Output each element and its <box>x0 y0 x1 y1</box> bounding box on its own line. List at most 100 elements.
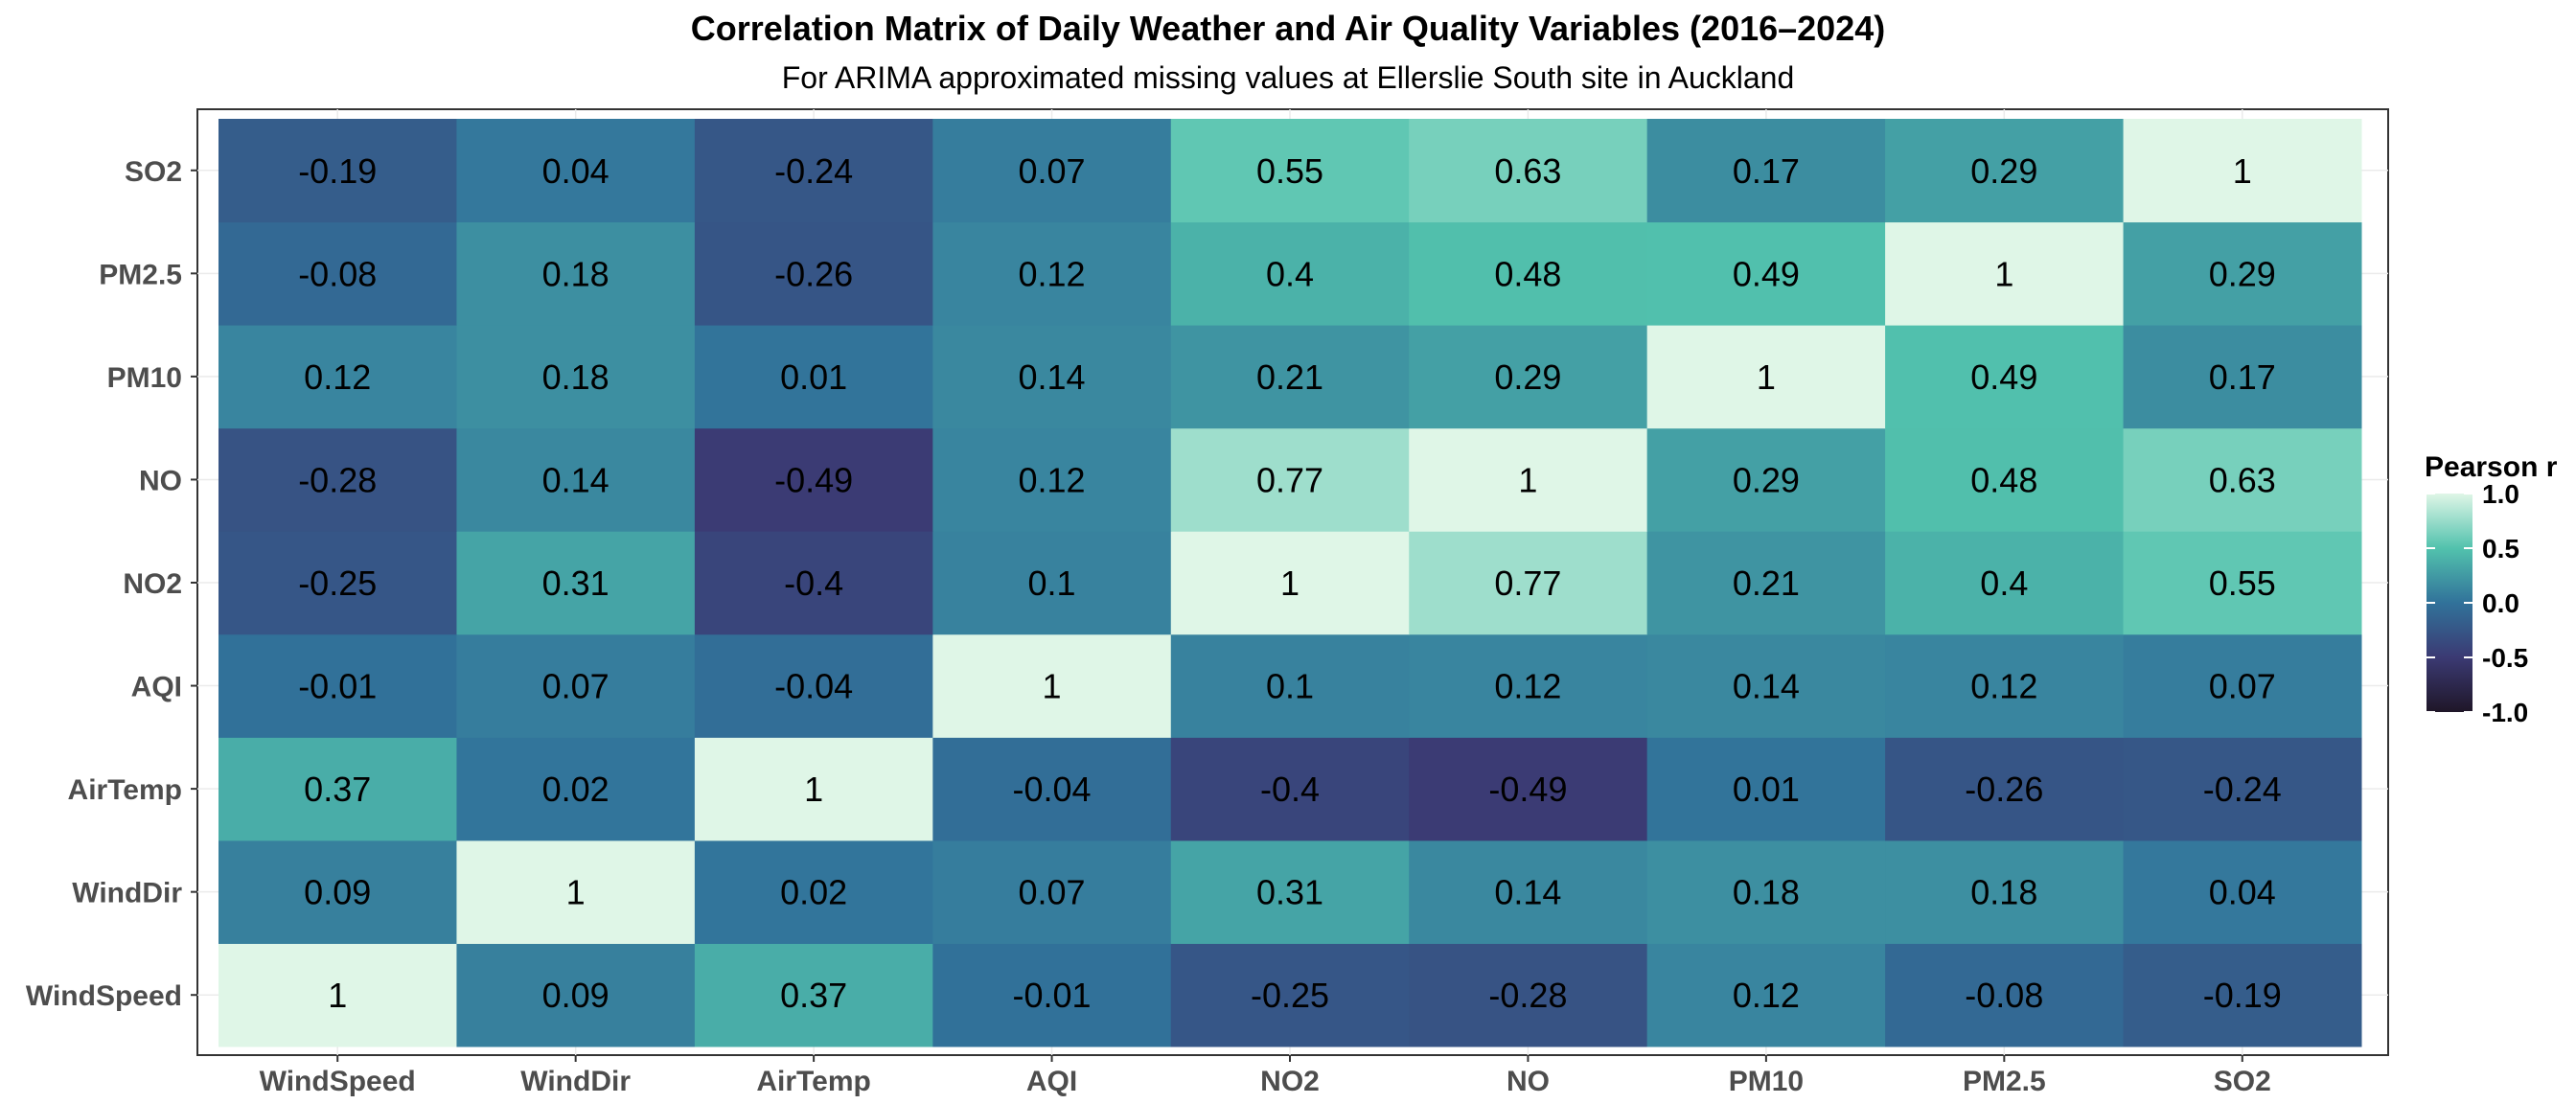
cell-value-label: 0.18 <box>1970 873 2037 912</box>
legend-ticks: 1.0 0.5 0.0 -0.5 -1.0 <box>2426 479 2528 727</box>
cell-value-label: 0.07 <box>1019 873 1086 912</box>
heatmap-cell <box>1646 119 1886 223</box>
cell-value-label: -0.04 <box>774 667 853 706</box>
heatmap-cell <box>694 943 933 1047</box>
cell-value-label: -0.25 <box>298 564 377 603</box>
cell-value-label: -0.26 <box>774 254 853 293</box>
heatmap-cell <box>694 325 933 429</box>
heatmap-cell <box>2123 325 2362 429</box>
heatmap-cell <box>218 633 457 738</box>
heatmap-cell <box>456 840 696 944</box>
heatmap-cell <box>932 633 1172 738</box>
cell-value-label: 0.1 <box>1266 667 1314 706</box>
heatmap-cell <box>932 943 1172 1047</box>
heatmap-cell <box>456 531 696 635</box>
cell-value-label: -0.25 <box>1251 976 1329 1015</box>
cell-value-label: -0.28 <box>1488 976 1567 1015</box>
cell-value-label: 0.02 <box>780 873 847 912</box>
heatmap-cell <box>1646 633 1886 738</box>
heatmap-cell <box>1170 737 1410 841</box>
heatmap-cell <box>456 221 696 326</box>
cell-value-label: 1 <box>1518 460 1537 499</box>
cell-value-label: 0.01 <box>780 357 847 397</box>
cell-value-label: 0.18 <box>542 254 610 293</box>
x-tick-label: PM10 <box>1729 1066 1804 1097</box>
x-axis: WindSpeed WindDir AirTemp AQI NO2 NO PM10 PM2.5… <box>260 1055 2271 1097</box>
cell-value-label: 0.07 <box>1019 151 1086 191</box>
cell-value-label: -0.4 <box>1260 770 1320 809</box>
cell-value-label: 0.14 <box>1733 667 1800 706</box>
cell-value-label: 0.48 <box>1494 254 1561 293</box>
cell-value-label: -0.01 <box>1013 976 1092 1015</box>
cell-value-label: 1 <box>1994 254 2013 293</box>
chart-subtitle: For ARIMA approximated missing values at… <box>782 60 1795 95</box>
y-tick-label: SO2 <box>125 156 182 188</box>
legend-tick-label: 1.0 <box>2482 479 2519 509</box>
heatmap-cells <box>218 119 2362 1047</box>
heatmap-cell <box>1409 840 1648 944</box>
heatmap-cell <box>2123 531 2362 635</box>
cell-value-label: 0.17 <box>2209 357 2276 397</box>
cell-value-label: 0.04 <box>2209 873 2276 912</box>
cell-value-label: 1 <box>328 976 347 1015</box>
heatmap-cell <box>1170 943 1410 1047</box>
heatmap-cell <box>456 325 696 429</box>
heatmap-cell <box>1885 840 2125 944</box>
x-tick-label: WindSpeed <box>260 1066 416 1097</box>
color-legend: Pearson r 1.0 0.5 0.0 -0.5 -1.0 <box>2425 451 2558 727</box>
cell-value-label: 1 <box>1043 667 1062 706</box>
heatmap-cell <box>218 325 457 429</box>
cell-value-label: 1 <box>804 770 823 809</box>
chart-title: Correlation Matrix of Daily Weather and … <box>691 9 1885 48</box>
heatmap-cell <box>1646 737 1886 841</box>
heatmap-cell <box>1646 221 1886 326</box>
heatmap-cell <box>932 840 1172 944</box>
heatmap-cell <box>1170 325 1410 429</box>
cell-value-label: 0.29 <box>2209 254 2276 293</box>
heatmap-cell <box>2123 427 2362 532</box>
y-tick-label: AQI <box>131 672 182 703</box>
cell-value-label: 0.31 <box>542 564 610 603</box>
cell-value-label: 0.49 <box>1733 254 1800 293</box>
cell-value-label: -0.49 <box>1488 770 1567 809</box>
cell-value-label: 0.48 <box>1970 460 2037 499</box>
heatmap-cell <box>694 427 933 532</box>
cell-labels: 1 0.09 0.37 -0.01 -0.25 -0.28 0.12 -0.08 -0.19 0.… <box>298 151 2282 1015</box>
cell-value-label: 0.07 <box>2209 667 2276 706</box>
heatmap-cell <box>1409 633 1648 738</box>
cell-value-label: 0.37 <box>304 770 371 809</box>
legend-tick-label: -1.0 <box>2482 698 2528 727</box>
cell-value-label: 0.12 <box>1494 667 1561 706</box>
cell-value-label: -0.28 <box>298 460 377 499</box>
cell-value-label: 0.12 <box>1733 976 1800 1015</box>
cell-value-label: 0.14 <box>1494 873 1561 912</box>
heatmap-cell <box>218 119 457 223</box>
x-tick-label: WindDir <box>520 1066 631 1097</box>
heatmap-cell <box>1646 840 1886 944</box>
cell-value-label: -0.26 <box>1965 770 2043 809</box>
y-tick-label: PM10 <box>107 362 182 394</box>
cell-value-label: 0.77 <box>1494 564 1561 603</box>
cell-value-label: -0.19 <box>298 151 377 191</box>
heatmap-cell <box>1170 633 1410 738</box>
y-tick-label: WindSpeed <box>26 980 182 1012</box>
heatmap-cell <box>1646 427 1886 532</box>
heatmap-cell <box>694 221 933 326</box>
cell-value-label: 0.31 <box>1256 873 1323 912</box>
cell-value-label: 0.49 <box>1970 357 2037 397</box>
heatmap-cell <box>694 840 933 944</box>
cell-value-label: 0.29 <box>1494 357 1561 397</box>
cell-value-label: 0.4 <box>1266 254 1314 293</box>
cell-value-label: 0.18 <box>1733 873 1800 912</box>
cell-value-label: 0.09 <box>542 976 610 1015</box>
cell-value-label: 0.14 <box>1019 357 1086 397</box>
heatmap-cell <box>1170 840 1410 944</box>
cell-value-label: 0.12 <box>1019 254 1086 293</box>
cell-value-label: 0.02 <box>542 770 610 809</box>
cell-value-label: -0.24 <box>774 151 853 191</box>
cell-value-label: -0.04 <box>1013 770 1092 809</box>
cell-value-label: 0.04 <box>542 151 610 191</box>
heatmap-cell <box>1885 737 2125 841</box>
heatmap-cell <box>694 633 933 738</box>
